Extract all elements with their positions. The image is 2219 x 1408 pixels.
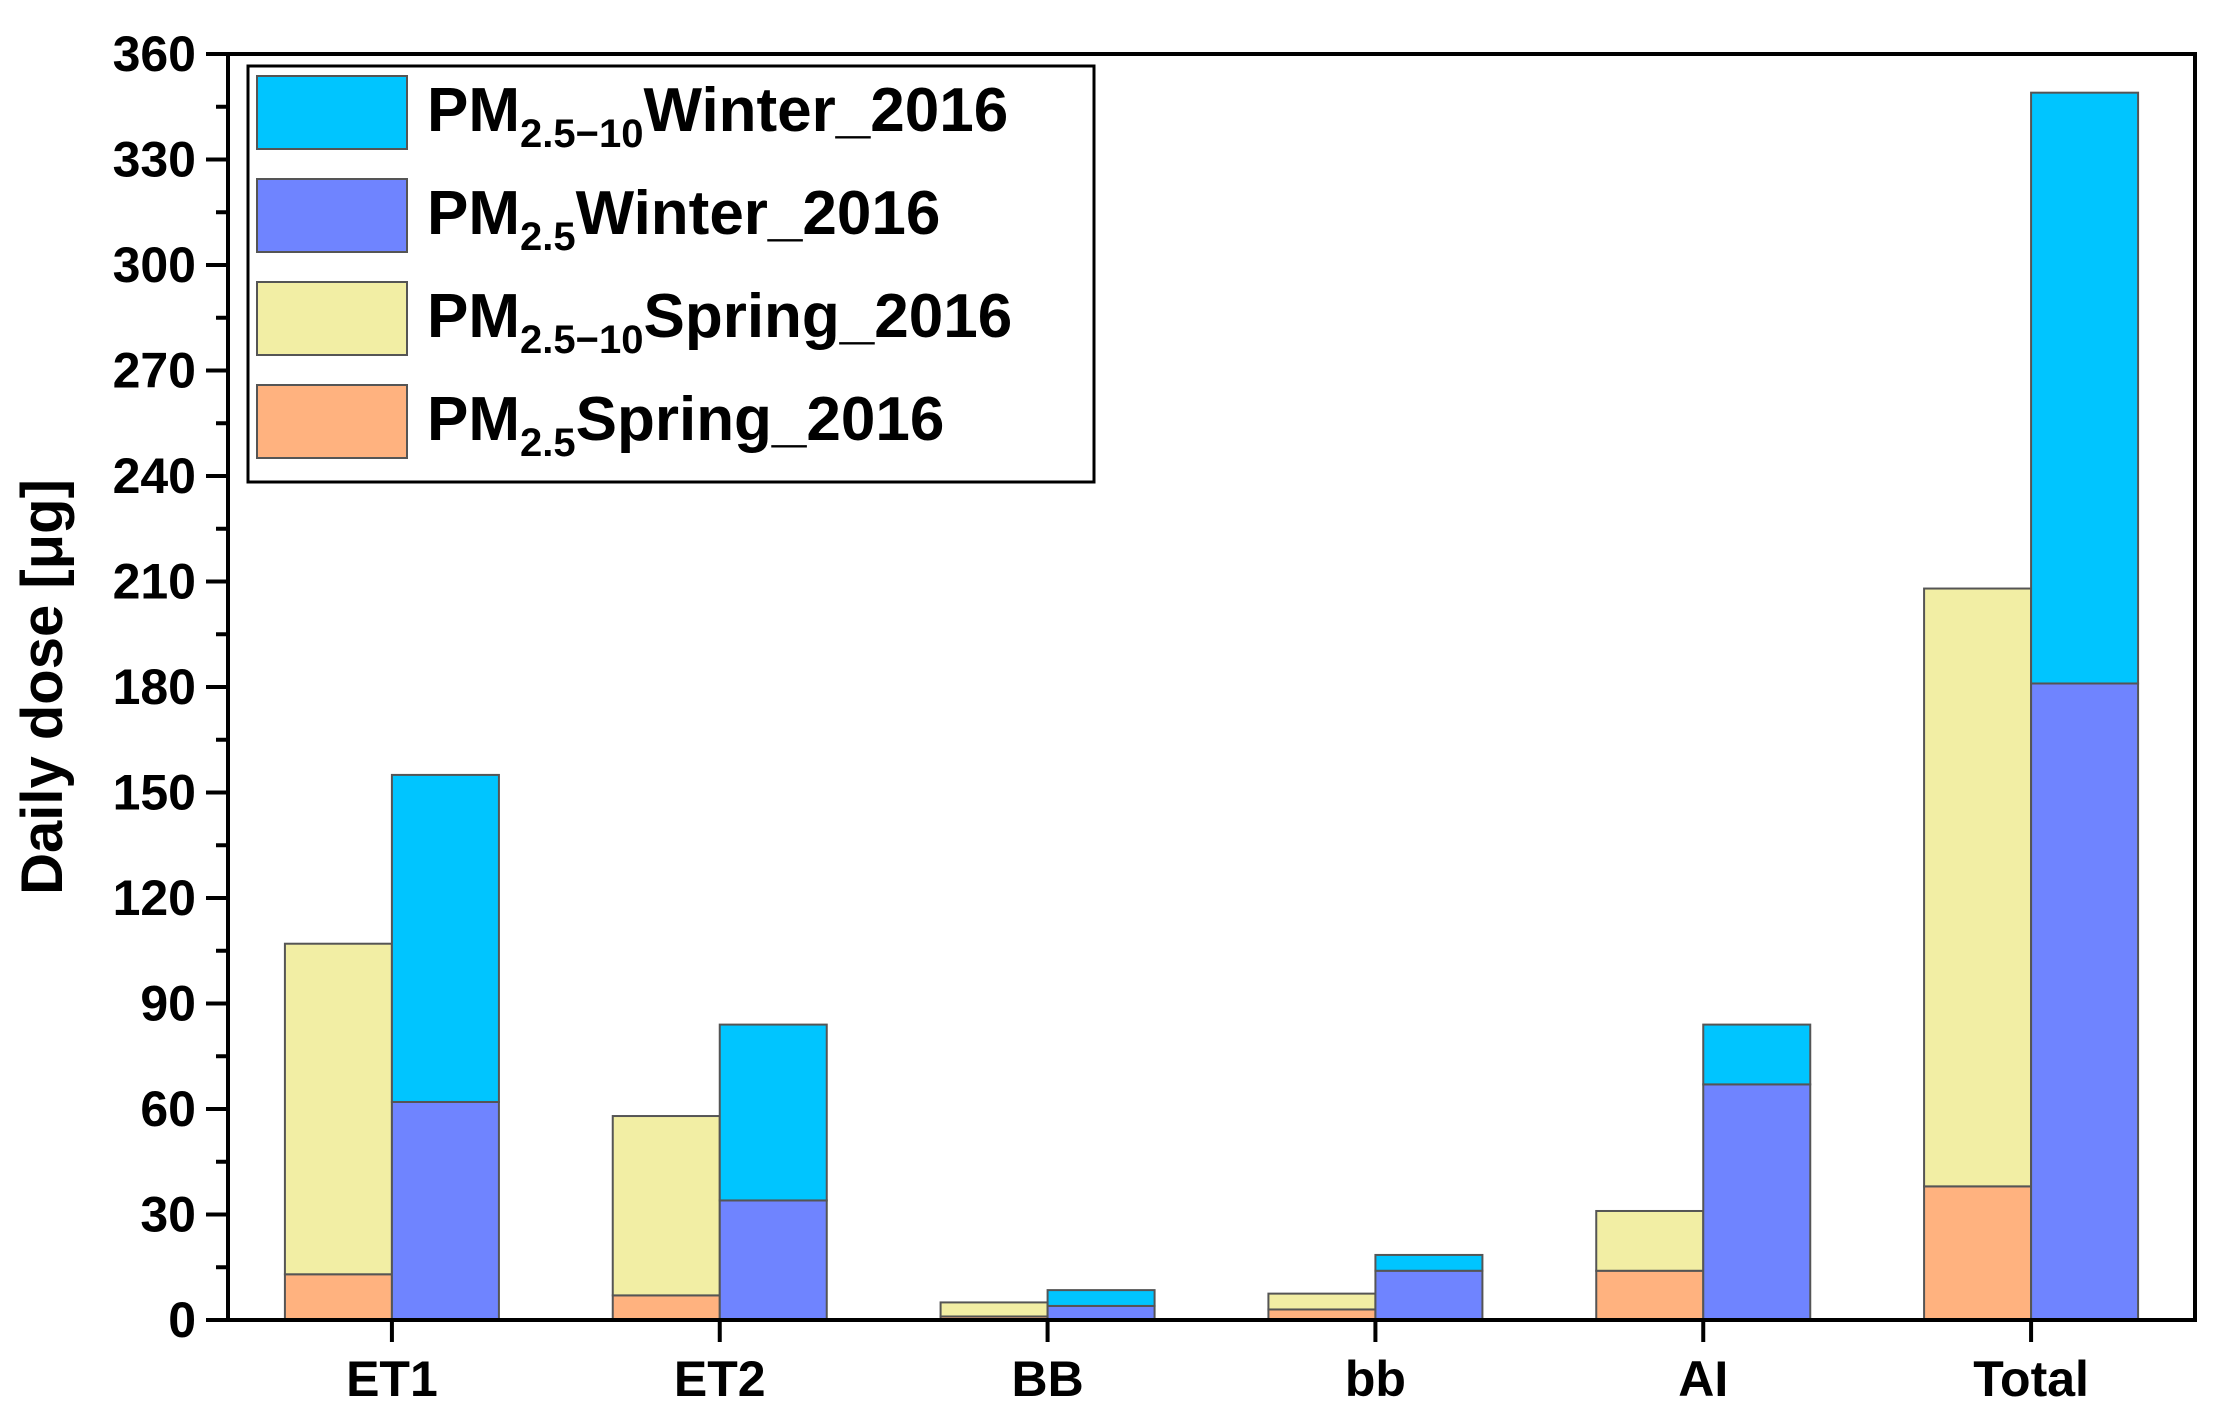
bar-total-pm2-5-10winter-2016 [2030, 91, 2140, 685]
bar-total-pm2-5winter-2016 [2030, 682, 2140, 1321]
y-tick-label: 360 [113, 26, 196, 82]
legend-swatch [256, 178, 408, 253]
legend: PM2.5−10Winter_2016 PM2.5Winter_2016 PM2.5… [246, 64, 1096, 484]
x-tick-label: ET1 [346, 1351, 438, 1407]
legend-label: PM2.5Winter_2016 [427, 179, 940, 259]
y-axis: 0 30 60 90 120 150 180 210 240 270 300 330 360 [113, 26, 228, 1348]
bars-layer [283, 91, 2140, 1322]
y-tick-label: 120 [113, 870, 196, 926]
bar-et1-pm2-5spring-2016 [283, 1273, 393, 1321]
x-tick-label: AI [1678, 1351, 1728, 1407]
bar-et2-pm2-5spring-2016 [611, 1294, 721, 1321]
x-axis: ET1 ET2 BB bb AI Total [346, 1320, 2089, 1407]
y-tick-label: 60 [140, 1081, 196, 1137]
bar-ai-pm2-5winter-2016 [1702, 1083, 1812, 1321]
bar-total-pm2-5spring-2016 [1923, 1185, 2033, 1322]
bar-et1-pm2-5-10spring-2016 [283, 942, 393, 1276]
x-tick-label: bb [1345, 1351, 1406, 1407]
bar-et2-pm2-5winter-2016 [718, 1199, 828, 1322]
bar-bb-pm2-5winter-2016 [1046, 1304, 1156, 1322]
legend-label: PM2.5−10Spring_2016 [427, 282, 1012, 362]
bar-bb-pm2-5-10winter-2016 [1046, 1289, 1156, 1307]
y-tick-label: 150 [113, 765, 196, 821]
x-tick-label: BB [1011, 1351, 1083, 1407]
legend-swatch [256, 281, 408, 356]
y-tick-label: 90 [140, 976, 196, 1032]
bar-et1-pm2-5winter-2016 [390, 1100, 500, 1322]
legend-swatch [256, 75, 408, 150]
bar-ai-pm2-5-10spring-2016 [1595, 1209, 1705, 1272]
bar-bb-pm2-5-10spring-2016 [939, 1301, 1049, 1318]
y-tick-label: 0 [168, 1292, 196, 1348]
plot-frame [226, 52, 2197, 1322]
x-tick-label: ET2 [674, 1351, 766, 1407]
bar-et2-pm2-5-10spring-2016 [611, 1115, 721, 1297]
legend-swatch [256, 384, 408, 459]
bar-et1-pm2-5-10winter-2016 [390, 773, 500, 1103]
y-tick-label: 330 [113, 132, 196, 188]
y-axis-title: Daily dose [μg] [10, 479, 75, 895]
y-tick-label: 30 [140, 1187, 196, 1243]
y-tick-label: 210 [113, 554, 196, 610]
legend-label: PM2.5−10Winter_2016 [427, 76, 1008, 156]
bar-total-pm2-5-10spring-2016 [1923, 587, 2033, 1188]
bar-ai-pm2-5spring-2016 [1595, 1269, 1705, 1322]
legend-label: PM2.5Spring_2016 [427, 385, 944, 465]
y-tick-label: 270 [113, 343, 196, 399]
y-tick-label: 300 [113, 237, 196, 293]
y-tick-label: 240 [113, 448, 196, 504]
x-tick-label: Total [1973, 1351, 2089, 1407]
bar-bb-pm2-5-10winter-2016 [1374, 1253, 1484, 1272]
bar-ai-pm2-5-10winter-2016 [1702, 1023, 1812, 1086]
bar-bb-pm2-5-10spring-2016 [1267, 1292, 1377, 1311]
bar-et2-pm2-5-10winter-2016 [718, 1023, 828, 1202]
y-tick-label: 180 [113, 659, 196, 715]
bar-bb-pm2-5winter-2016 [1374, 1269, 1484, 1322]
